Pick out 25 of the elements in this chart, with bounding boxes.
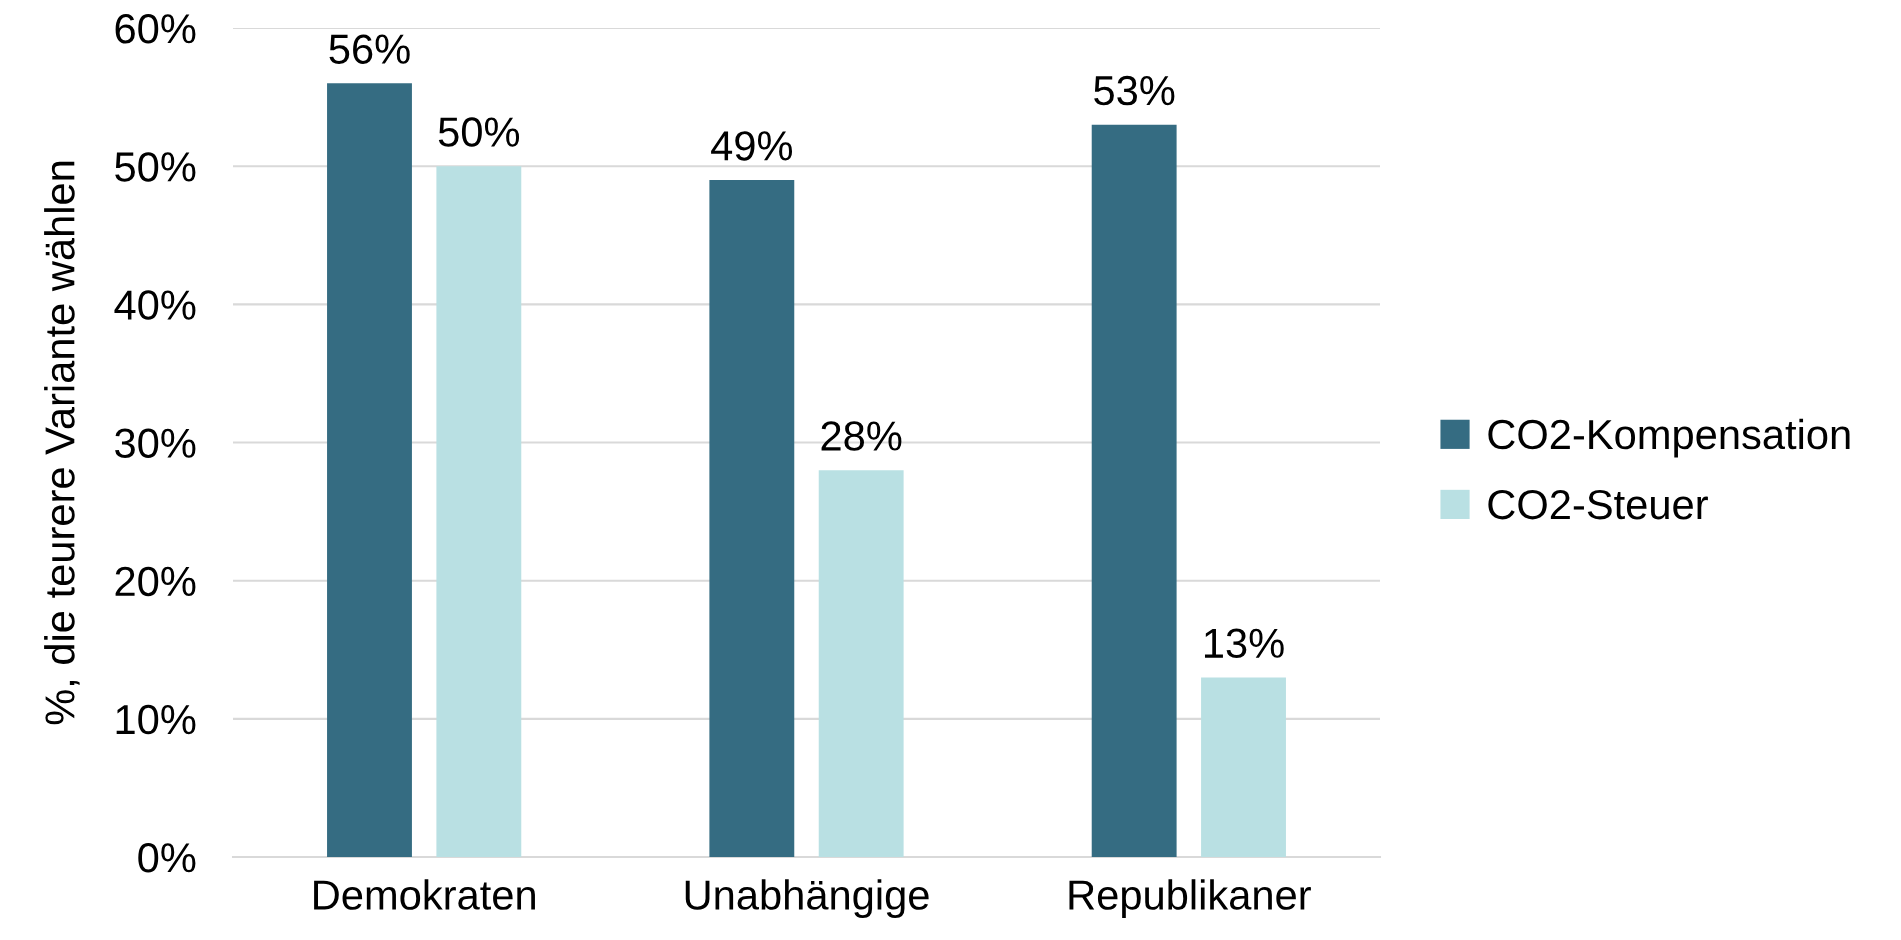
x-tick-label: Republikaner (1069, 879, 1311, 919)
data-label: 49% (711, 131, 793, 161)
bar (1091, 124, 1177, 857)
bar (818, 470, 904, 857)
x-tick-label: Demokraten (314, 879, 535, 910)
y-tick-label: 30% (115, 428, 196, 459)
bar (1201, 677, 1286, 857)
y-tick-label: 60% (115, 14, 196, 44)
y-axis-title: %, die teurere Variante wählen (44, 161, 80, 725)
data-label: 13% (1204, 628, 1284, 659)
data-label: 56% (329, 34, 410, 64)
x-tick-label: Unabhängige (685, 879, 929, 919)
y-tick-label: 40% (114, 290, 196, 320)
bar (709, 179, 795, 857)
y-tick-label: 20% (115, 566, 196, 597)
data-label: 50% (438, 117, 520, 147)
data-label: 28% (821, 421, 902, 451)
y-tick-label: 50% (115, 152, 196, 182)
data-label: 53% (1094, 75, 1175, 106)
legend-label: CO2-Steuer (1488, 489, 1708, 520)
y-tick-label: 0% (138, 843, 196, 873)
legend-label: CO2-Kompensation (1488, 418, 1850, 458)
bar (327, 83, 412, 857)
bar (436, 166, 522, 857)
y-tick-label: 10% (116, 704, 196, 735)
